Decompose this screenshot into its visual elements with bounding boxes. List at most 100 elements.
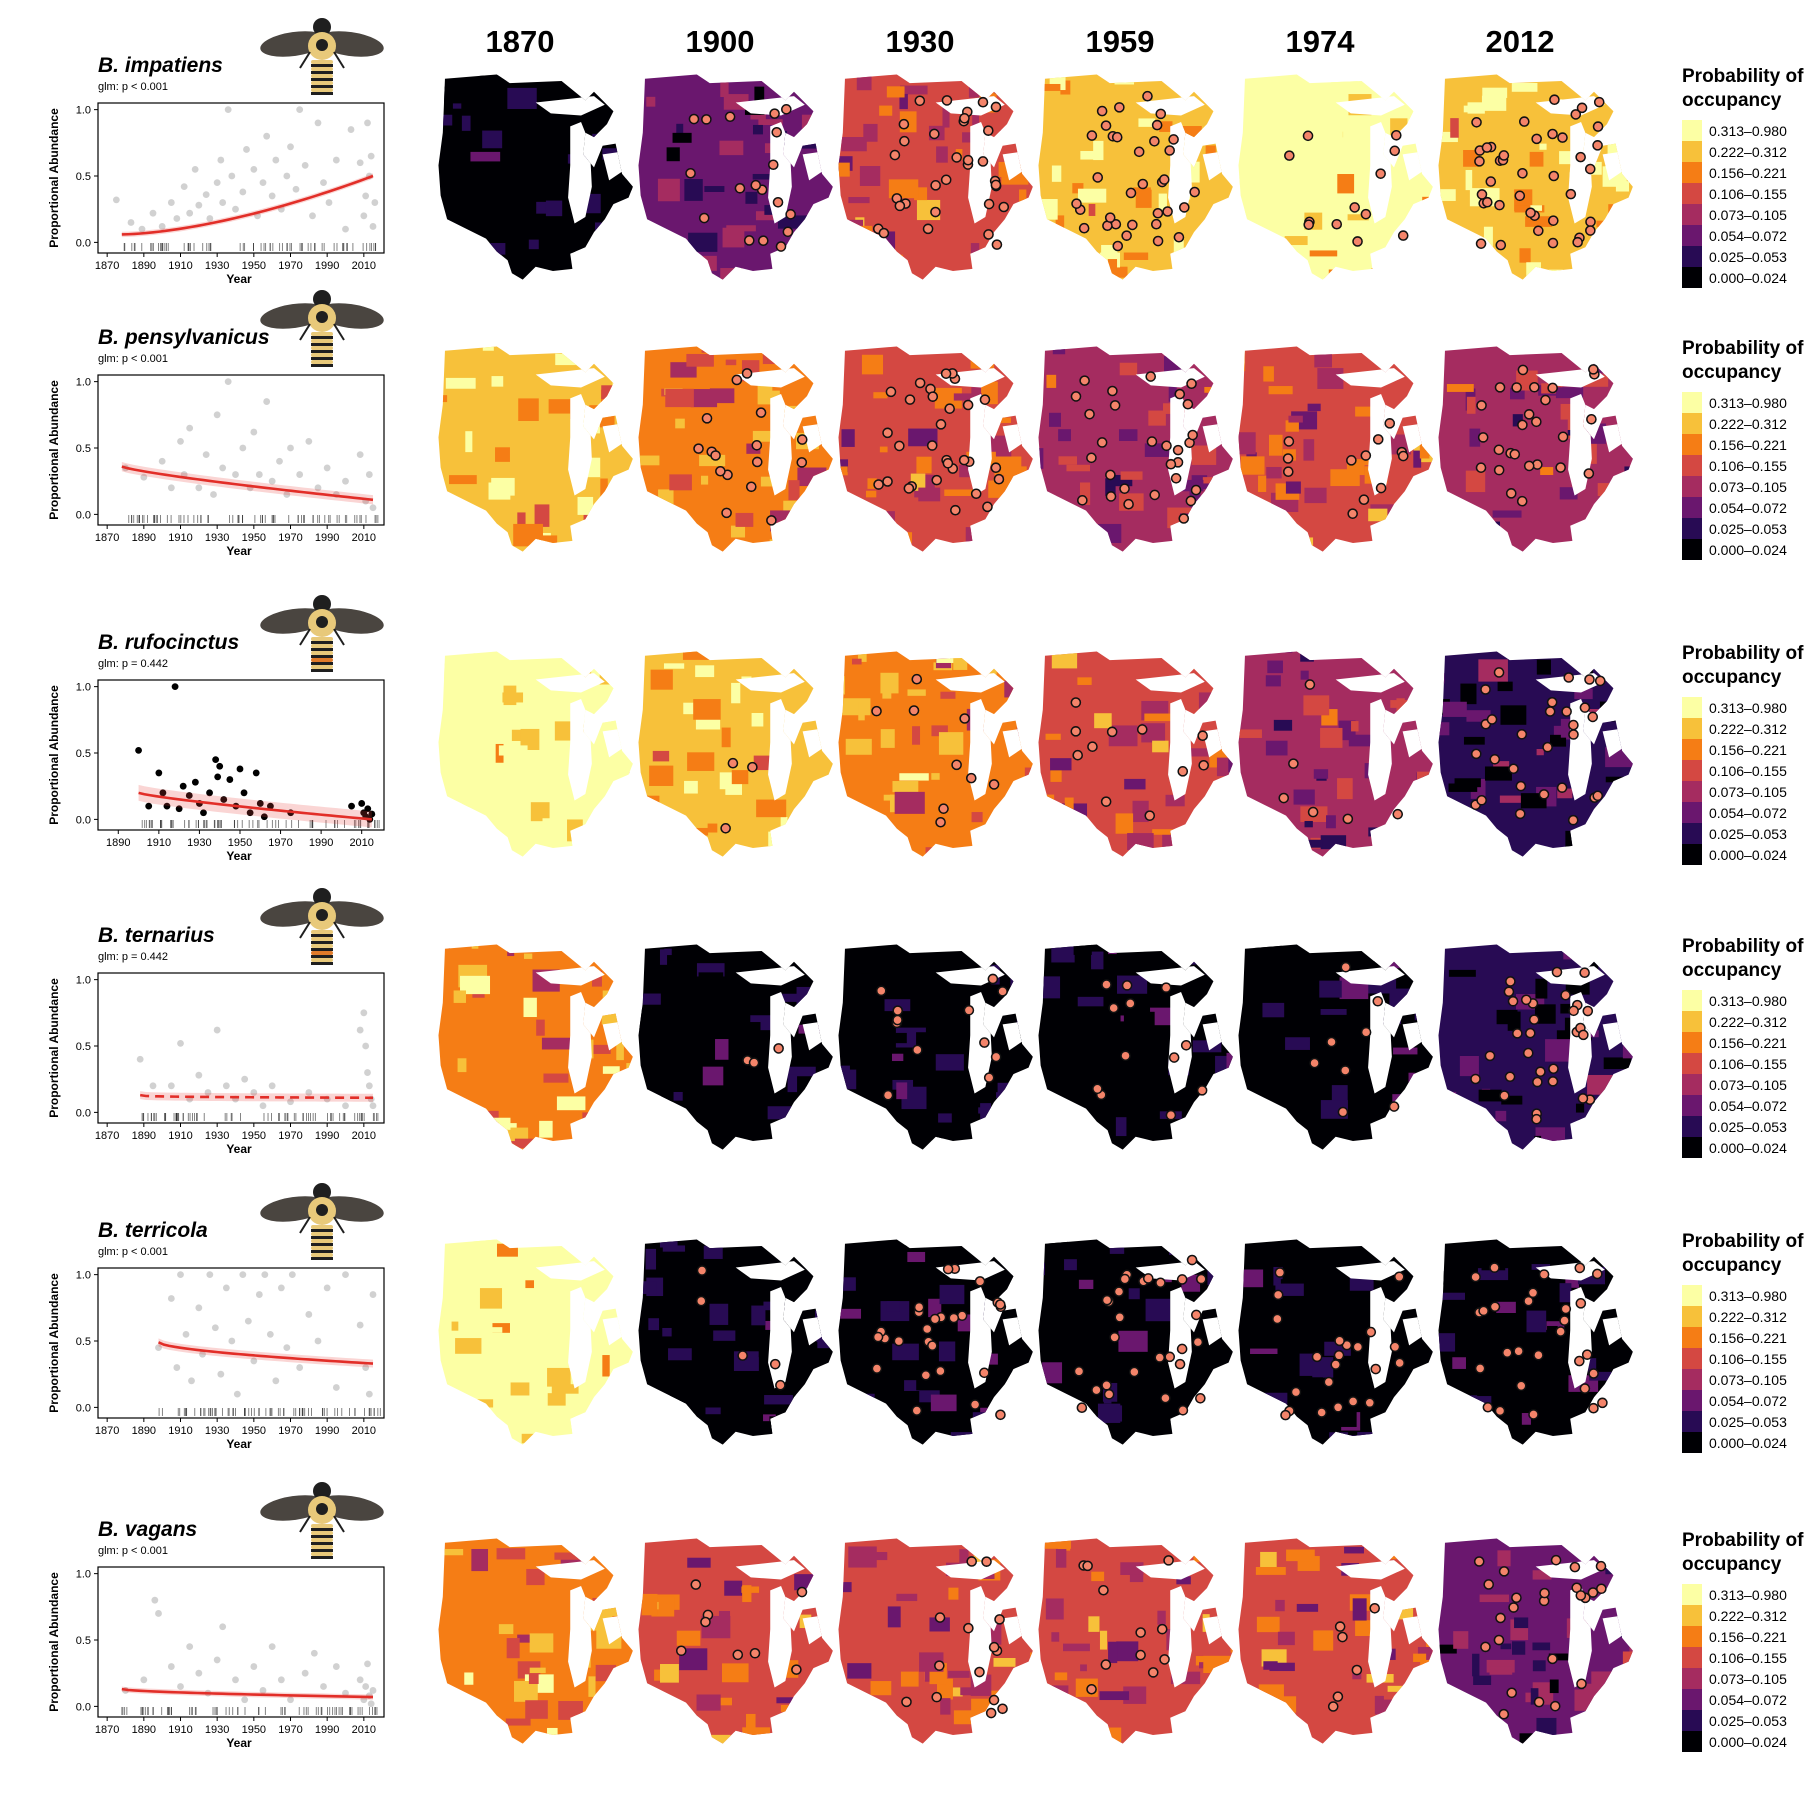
occurrence-point (1119, 1273, 1131, 1285)
glm-pvalue: glm: p < 0.001 (98, 1246, 168, 1258)
data-point (224, 106, 232, 114)
occurrence-point (1544, 706, 1556, 717)
y-tick-label: 0.0 (76, 1107, 91, 1119)
data-point (296, 106, 304, 114)
occupancy-map-1900 (638, 944, 833, 1150)
occurrence-point (1360, 1026, 1372, 1038)
data-point (287, 1696, 294, 1704)
occurrence-point (934, 1612, 946, 1623)
x-tick-label: 2010 (349, 837, 373, 849)
data-point (276, 457, 283, 465)
occurrence-point (983, 198, 995, 210)
occurrence-point (1555, 1326, 1566, 1337)
legend-title: Probability of (1682, 1530, 1804, 1551)
occurrence-point (698, 212, 710, 224)
occurrence-point (1155, 108, 1167, 120)
data-point (228, 1337, 236, 1345)
data-point (212, 756, 220, 764)
data-point (296, 471, 304, 478)
occupancy-map-1974 (1238, 944, 1433, 1150)
occurrence-point (893, 1335, 905, 1347)
occurrence-point (914, 377, 926, 389)
data-point (250, 1663, 258, 1670)
data-point (195, 1304, 203, 1312)
data-point (362, 1364, 370, 1371)
occurrence-point (1495, 1612, 1506, 1624)
occupancy-map-1900 (638, 74, 833, 280)
occurrence-point (1505, 976, 1516, 987)
occurrence-point (775, 241, 787, 252)
occurrence-point (769, 108, 780, 119)
legend-title: Probability of (1682, 66, 1804, 87)
occurrence-point (1337, 1631, 1348, 1643)
occurrence-point (1515, 780, 1527, 792)
data-point (309, 212, 316, 220)
data-point (239, 1271, 247, 1279)
occurrence-point (983, 229, 994, 240)
data-point (155, 769, 163, 777)
occurrence-point (1091, 1384, 1102, 1396)
occurrence-point (990, 1051, 1002, 1063)
occurrence-point (1176, 1274, 1188, 1285)
occurrence-point (791, 1664, 802, 1675)
x-tick-label: 1950 (242, 532, 266, 544)
data-point (356, 1026, 364, 1034)
data-point (226, 776, 234, 783)
occurrence-point (1486, 714, 1498, 725)
fit-line (121, 1687, 374, 1699)
x-tick-label: 1890 (132, 1425, 156, 1437)
data-point (211, 1324, 219, 1332)
occurrence-point (994, 1299, 1006, 1310)
occupancy-legend: Probability of occupancy 0.313–0.980 0.222–… (1682, 643, 1804, 865)
occurrence-point (1311, 1351, 1323, 1363)
occurrence-point (1174, 388, 1186, 400)
occurrence-point (988, 1694, 1000, 1706)
occurrence-point (1342, 813, 1354, 825)
data-point (268, 192, 276, 200)
species-name: B. vagans (98, 1518, 197, 1541)
legend-swatch (1682, 1011, 1702, 1032)
plot-frame (97, 1267, 385, 1419)
occurrence-point (1393, 1271, 1405, 1283)
occurrence-point (979, 1037, 990, 1048)
occurrence-point (747, 761, 758, 773)
occurrence-point (921, 1323, 933, 1335)
occurrence-point (755, 407, 767, 418)
bumblebee-icon (260, 595, 384, 672)
occurrence-point (1547, 237, 1559, 249)
occurrence-point (781, 104, 792, 115)
occurrence-point (1109, 400, 1121, 411)
occurrence-point (1071, 198, 1082, 209)
x-axis-label: Year (226, 1437, 252, 1451)
occurrence-point (771, 127, 783, 138)
data-point (219, 464, 227, 472)
legend-label: 0.106–0.155 (1709, 458, 1787, 474)
legend-swatch (1682, 1095, 1702, 1116)
legend-label: 0.073–0.105 (1709, 1372, 1787, 1388)
x-tick-label: 1970 (278, 1724, 302, 1736)
occurrence-point (1197, 730, 1208, 742)
y-axis-label: Proportional Abundance (47, 1273, 61, 1413)
occurrence-point (1489, 1262, 1500, 1273)
data-point (163, 802, 171, 810)
y-tick-label: 0.5 (76, 171, 91, 183)
occurrence-point (1585, 225, 1596, 236)
occurrence-point (1129, 1366, 1140, 1378)
legend-label: 0.073–0.105 (1709, 479, 1787, 495)
occurrence-point (1159, 1654, 1170, 1665)
occurrence-point (1179, 202, 1190, 213)
occupancy-map-2012 (1438, 74, 1633, 280)
occurrence-point (929, 1313, 941, 1325)
occurrence-point (1302, 130, 1314, 142)
occurrence-point (926, 440, 938, 451)
occurrence-point (1370, 1363, 1382, 1375)
occurrence-point (1152, 235, 1164, 247)
data-point (191, 778, 199, 786)
occurrence-point (1507, 995, 1519, 1007)
occurrence-point (1592, 140, 1603, 151)
occurrence-point (1494, 382, 1506, 393)
occurrence-point (994, 1614, 1005, 1625)
data-point (149, 209, 157, 217)
occurrence-point (1551, 966, 1563, 978)
occurrence-point (731, 374, 743, 386)
